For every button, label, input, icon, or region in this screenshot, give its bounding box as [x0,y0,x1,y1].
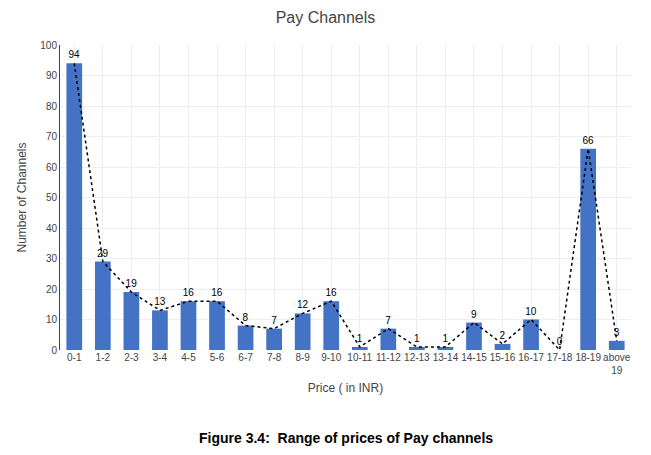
svg-text:0-1: 0-1 [67,352,82,363]
svg-text:Price ( in INR): Price ( in INR) [308,381,383,395]
svg-text:4-5: 4-5 [181,352,196,363]
svg-text:60: 60 [46,162,58,173]
svg-text:90: 90 [46,70,58,81]
svg-text:above19: above19 [603,352,631,376]
svg-text:Figure 3.4: Range of prices o: Figure 3.4: Range of prices of Pay chann… [199,430,493,446]
svg-text:8-9: 8-9 [295,352,310,363]
svg-text:30: 30 [46,253,58,264]
svg-text:3: 3 [614,327,620,338]
svg-text:10-11: 10-11 [347,352,372,363]
svg-text:17-18: 17-18 [547,352,573,363]
svg-text:7: 7 [385,315,391,326]
svg-text:11-12: 11-12 [376,352,401,363]
svg-text:10: 10 [525,306,537,317]
svg-text:3-4: 3-4 [153,352,168,363]
svg-text:15-16: 15-16 [490,352,516,363]
svg-text:9: 9 [471,309,477,320]
svg-text:9-10: 9-10 [321,352,341,363]
svg-text:13-14: 13-14 [433,352,459,363]
svg-text:1-2: 1-2 [96,352,111,363]
svg-text:16-17: 16-17 [518,352,544,363]
svg-text:50: 50 [46,192,58,203]
svg-text:80: 80 [46,101,58,112]
svg-text:12: 12 [297,299,309,310]
svg-text:29: 29 [97,248,109,259]
svg-text:19: 19 [126,278,138,289]
svg-text:10: 10 [46,314,58,325]
svg-text:7: 7 [271,315,277,326]
svg-text:66: 66 [582,135,594,146]
svg-text:20: 20 [46,284,58,295]
svg-text:1: 1 [414,333,420,344]
svg-text:16: 16 [183,287,195,298]
svg-text:40: 40 [46,223,58,234]
svg-text:Number of Channels: Number of Channels [15,142,29,252]
svg-text:1: 1 [357,333,363,344]
svg-text:94: 94 [68,49,80,60]
svg-text:70: 70 [46,131,58,142]
svg-text:0: 0 [557,336,563,347]
svg-text:5-6: 5-6 [210,352,225,363]
svg-text:6-7: 6-7 [238,352,253,363]
svg-text:8: 8 [243,312,249,323]
svg-text:16: 16 [211,287,223,298]
svg-text:Pay Channels: Pay Channels [276,9,376,26]
svg-text:12-13: 12-13 [404,352,430,363]
svg-text:13: 13 [154,296,166,307]
svg-text:18-19: 18-19 [575,352,601,363]
svg-text:0: 0 [51,345,57,356]
svg-text:14-15: 14-15 [461,352,487,363]
svg-text:16: 16 [325,287,337,298]
svg-text:100: 100 [40,40,57,51]
svg-text:1: 1 [442,333,448,344]
svg-text:2: 2 [500,330,506,341]
svg-text:7-8: 7-8 [267,352,282,363]
svg-text:2-3: 2-3 [124,352,139,363]
